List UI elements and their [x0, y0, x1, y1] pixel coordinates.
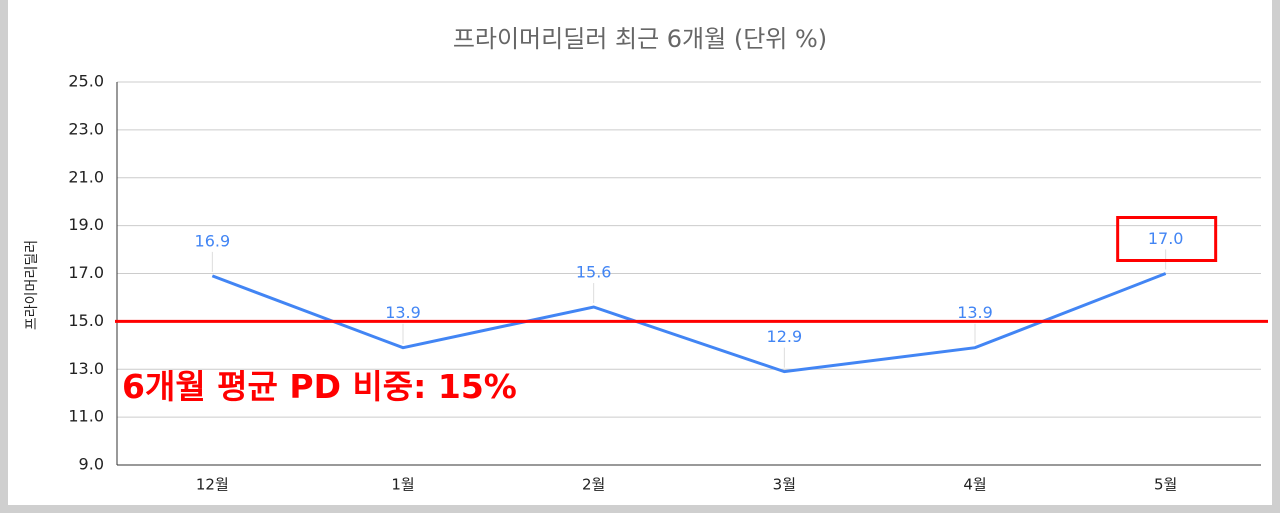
chart-title: 프라이머리딜러 최근 6개월 (단위 %): [453, 25, 827, 53]
x-tick-label: 2월: [582, 476, 605, 494]
series-line: [211, 272, 1167, 374]
data-label: 13.9: [385, 303, 421, 322]
chart-background: [8, 0, 1272, 505]
data-label: 15.6: [576, 263, 612, 282]
y-tick-label: 25.0: [68, 72, 104, 91]
y-tick-label: 13.0: [68, 359, 104, 378]
x-tick-label: 3월: [773, 476, 796, 494]
y-axis-label: 프라이머리딜러: [24, 240, 40, 330]
x-tick-label: 5월: [1154, 476, 1177, 494]
y-tick-label: 17.0: [68, 263, 104, 282]
data-label: 16.9: [195, 231, 231, 250]
data-label: 17.0: [1148, 229, 1184, 248]
x-tick-label: 1월: [391, 476, 414, 494]
data-label: 13.9: [957, 303, 993, 322]
y-tick-label: 21.0: [68, 167, 104, 186]
reference-label: 6개월 평균 PD 비중: 15%: [122, 367, 517, 406]
y-tick-label: 23.0: [68, 119, 104, 138]
y-tick-label: 9.0: [79, 455, 104, 474]
y-tick-label: 19.0: [68, 215, 104, 234]
x-tick-label: 12월: [196, 476, 229, 494]
x-tick-label: 4월: [963, 476, 986, 494]
data-label: 12.9: [767, 327, 803, 346]
highlight-box: [1116, 216, 1218, 262]
y-tick-label: 15.0: [68, 311, 104, 330]
y-tick-label: 11.0: [68, 407, 104, 426]
